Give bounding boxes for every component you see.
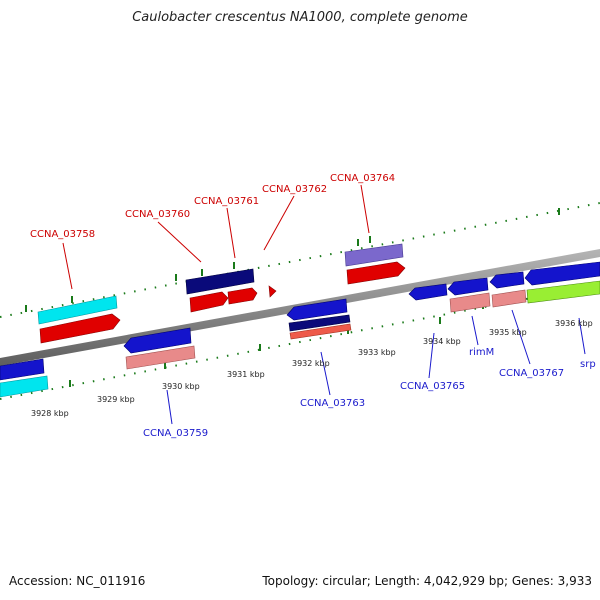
gene-label-CCNA_03758[interactable]: CCNA_03758 — [30, 229, 95, 240]
kbp-label: 3928 kbp — [31, 409, 69, 418]
gene-label-CCNA_03765[interactable]: CCNA_03765 — [400, 381, 465, 392]
gene-feature-CCNA_03760-red — [189, 291, 229, 313]
gene-label-CCNA_03759[interactable]: CCNA_03759 — [143, 428, 208, 439]
topology-text: Topology: circular; Length: 4,042,929 bp… — [262, 574, 592, 588]
forward-genes — [37, 243, 406, 344]
gene-label-CCNA_03760[interactable]: CCNA_03760 — [125, 209, 190, 220]
kbp-label: 3933 kbp — [358, 348, 396, 357]
gene-feature-srp-green — [526, 280, 600, 304]
gene-feature-srp-blue — [524, 261, 600, 286]
kbp-label: 3930 kbp — [162, 382, 200, 391]
gene-feature-CCNA_03760-navy — [185, 268, 255, 295]
gene-label-CCNA_03763[interactable]: CCNA_03763 — [300, 398, 365, 409]
forward-tick-dots — [0, 202, 600, 318]
gene-feature-CCNA_03767-pink — [491, 289, 527, 308]
kbp-label: 3932 kbp — [292, 359, 330, 368]
reverse-label-leaders — [166, 309, 586, 425]
gene-feature-rimM-blue — [447, 277, 489, 296]
gene-feature-CCNA_03759-pink — [125, 345, 196, 370]
gene-label-srp[interactable]: srp — [580, 359, 596, 370]
gene-feature-rimM-pink — [449, 292, 491, 313]
kbp-label: 3936 kbp — [555, 319, 593, 328]
gene-label-CCNA_03762[interactable]: CCNA_03762 — [262, 184, 327, 195]
reverse-genes — [0, 261, 600, 398]
gene-feature-CCNA_03765-blue — [408, 283, 448, 301]
gene-feature-CCNA_03764-red — [346, 261, 406, 285]
reverse-tick-dots — [0, 284, 600, 400]
gene-feature-CCNA_03767-blue — [489, 271, 525, 289]
kbp-label: 3931 kbp — [227, 370, 265, 379]
gene-feature-CCNA_03763-blue — [286, 298, 348, 321]
gene-feature-CCNA_03763-navy — [288, 314, 351, 332]
gene-feature-CCNA_03761-red — [227, 287, 258, 305]
gene-feature-CCNA_03763-orange — [289, 323, 352, 340]
forward-gene-labels: CCNA_03758 CCNA_03760 CCNA_03761 CCNA_03… — [30, 173, 395, 240]
gene-feature-CCNA_03764-purple — [344, 243, 404, 267]
kbp-tick-labels: 3928 kbp 3929 kbp 3930 kbp 3931 kbp 3932… — [31, 319, 593, 418]
page-title: Caulobacter crescentus NA1000, complete … — [132, 10, 468, 25]
gene-feature-CCNA_03758-red — [39, 313, 121, 344]
kbp-label: 3929 kbp — [97, 395, 135, 404]
kbp-label: 3935 kbp — [489, 328, 527, 337]
gene-feature-left-edge-blue — [0, 358, 45, 381]
kbp-label: 3934 kbp — [423, 337, 461, 346]
gene-label-CCNA_03761[interactable]: CCNA_03761 — [194, 196, 259, 207]
gene-label-CCNA_03764[interactable]: CCNA_03764 — [330, 173, 395, 184]
forward-label-leaders — [62, 184, 370, 290]
gene-feature-CCNA_03759-blue — [123, 327, 192, 354]
gene-label-CCNA_03767[interactable]: CCNA_03767 — [499, 368, 564, 379]
gene-feature-left-edge-cyan — [0, 375, 49, 398]
gene-feature-CCNA_03758-cyan — [37, 295, 118, 325]
gene-label-rimM[interactable]: rimM — [469, 347, 494, 358]
forward-major-ticks — [25, 208, 560, 312]
gene-feature-CCNA_03762-red — [268, 285, 277, 298]
accession-text: Accession: NC_011916 — [9, 574, 146, 588]
reverse-gene-labels: CCNA_03759 CCNA_03763 CCNA_03765 rimM CC… — [143, 347, 596, 439]
